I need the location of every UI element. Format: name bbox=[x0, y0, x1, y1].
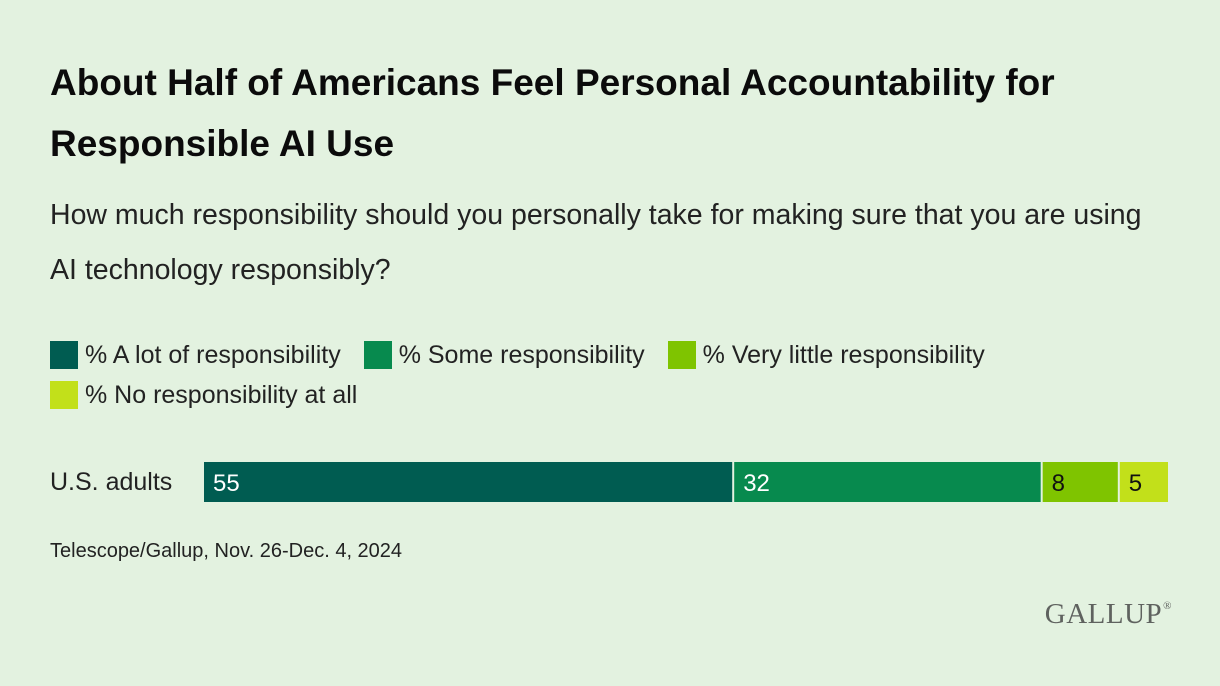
legend-swatch-some bbox=[363, 341, 392, 369]
legend-swatch-none bbox=[50, 381, 78, 409]
bar-segment-none bbox=[1119, 462, 1168, 502]
category-label-us-adults: U.S. adults bbox=[50, 468, 173, 496]
bar-segment-some bbox=[734, 462, 1041, 502]
legend-swatch-very-little bbox=[667, 341, 696, 369]
data-label-very-little: 8 bbox=[1052, 470, 1065, 497]
logo-text: GALLUP bbox=[1044, 598, 1163, 630]
data-label-none: 5 bbox=[1129, 470, 1142, 497]
registered-mark: ® bbox=[1163, 600, 1172, 612]
legend-label-a-lot: % A lot of responsibility bbox=[85, 340, 341, 369]
legend-label-none: % No responsibility at all bbox=[85, 380, 358, 409]
legend-swatch-a-lot bbox=[50, 341, 78, 369]
bar-segment-a-lot bbox=[204, 462, 733, 502]
legend: % A lot of responsibility % Some respons… bbox=[50, 340, 1170, 410]
data-label-a-lot: 55 bbox=[213, 470, 240, 497]
legend-item-very-little: % Very little responsibility bbox=[667, 340, 985, 370]
chart-subtitle: How much responsibility should you perso… bbox=[50, 199, 1142, 286]
gallup-logo: GALLUP® bbox=[1045, 598, 1172, 631]
chart-title: About Half of Americans Feel Personal Ac… bbox=[50, 62, 1055, 164]
legend-label-some: % Some responsibility bbox=[398, 340, 645, 369]
legend-item-some: % Some responsibility bbox=[363, 340, 645, 370]
legend-label-very-little: % Very little responsibility bbox=[702, 340, 985, 369]
legend-item-a-lot: % A lot of responsibility bbox=[50, 340, 341, 370]
legend-item-none: % No responsibility at all bbox=[50, 380, 357, 410]
bar-segment-very-little bbox=[1042, 462, 1118, 502]
source-note: Telescope/Gallup, Nov. 26-Dec. 4, 2024 bbox=[50, 540, 403, 562]
data-label-some: 32 bbox=[743, 470, 770, 497]
